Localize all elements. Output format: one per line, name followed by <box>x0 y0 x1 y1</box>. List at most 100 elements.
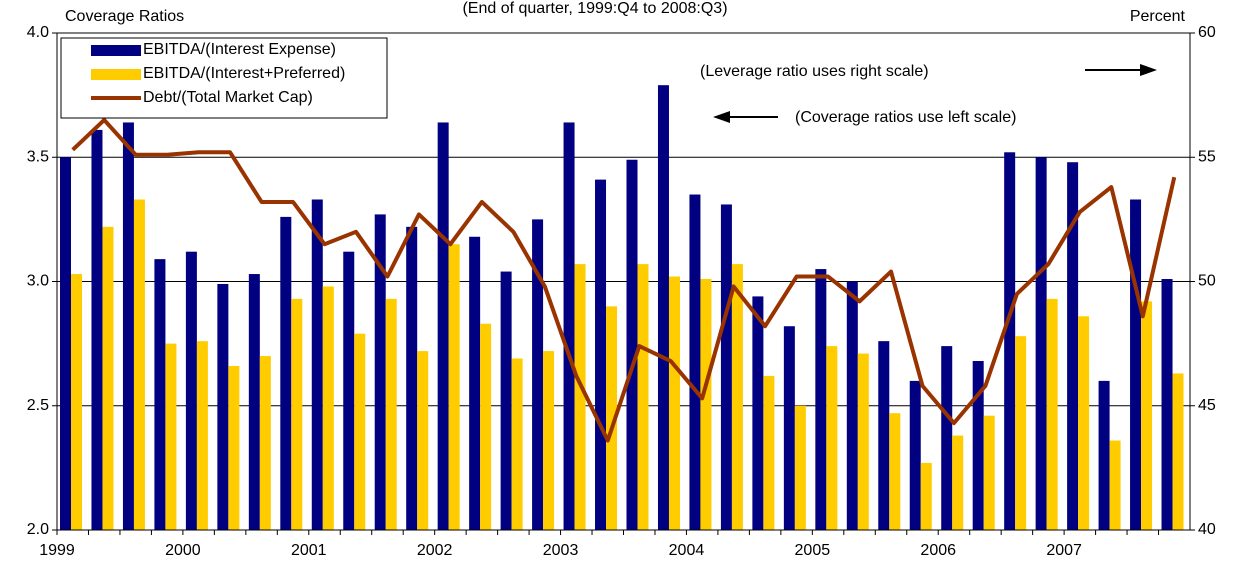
bar <box>259 356 271 530</box>
bar <box>1015 336 1027 530</box>
bar <box>941 346 953 530</box>
x-tick-label: 2002 <box>417 542 453 559</box>
chart-title: (End of quarter, 1999:Q4 to 2008:Q3) <box>462 0 727 17</box>
legend-swatch <box>91 69 141 80</box>
legend-label: EBITDA/(Interest+Preferred) <box>143 65 345 82</box>
bar <box>354 333 366 530</box>
legend-label: EBITDA/(Interest Expense) <box>143 41 336 58</box>
bar <box>133 199 145 530</box>
bar <box>60 157 71 530</box>
bar <box>920 462 932 530</box>
bar <box>1067 162 1079 530</box>
bar <box>71 274 82 530</box>
bar <box>783 326 795 530</box>
bar <box>91 129 103 531</box>
bar <box>637 264 649 530</box>
bar <box>700 279 712 530</box>
bar <box>878 341 890 530</box>
bar <box>889 413 901 530</box>
bar <box>196 341 208 530</box>
x-tick-label: 2007 <box>1046 542 1082 559</box>
line <box>71 117 1177 443</box>
bar <box>1130 199 1142 530</box>
bar <box>1078 316 1090 530</box>
x-tick-label: 2006 <box>920 542 956 559</box>
y-tick-label: 2.5 <box>27 397 49 414</box>
y2-tick-label: 60 <box>1198 24 1216 41</box>
y-tick-label: 4.0 <box>27 24 49 41</box>
bar <box>417 351 429 530</box>
bar <box>185 251 197 530</box>
x-tick-label: 2004 <box>669 542 705 559</box>
bar <box>720 204 732 530</box>
bar <box>385 298 397 530</box>
bar <box>563 122 575 531</box>
x-tick-label: 1999 <box>39 542 75 559</box>
bar <box>1172 373 1184 530</box>
y-tick-label: 3.0 <box>27 273 49 290</box>
annotation: (Coverage ratios use left scale) <box>795 109 1016 126</box>
bar <box>1035 157 1047 530</box>
x-tick-label: 2005 <box>795 542 831 559</box>
y2-tick-label: 45 <box>1198 397 1216 414</box>
bar <box>794 405 806 530</box>
legend-swatch <box>91 45 141 56</box>
bar <box>626 159 638 531</box>
bar <box>217 283 229 530</box>
bar <box>657 85 669 530</box>
y2-tick-label: 40 <box>1198 521 1216 538</box>
bar <box>469 236 481 530</box>
bar <box>154 259 166 530</box>
annotation: (Leverage ratio uses right scale) <box>700 63 929 80</box>
bar <box>480 323 492 530</box>
bar <box>1141 301 1153 530</box>
bar <box>972 361 984 530</box>
x-tick-label: 2003 <box>543 542 579 559</box>
bar <box>280 216 292 530</box>
bar <box>1004 152 1016 530</box>
y-tick-label: 3.5 <box>27 148 49 165</box>
y2-tick-label: 55 <box>1198 148 1216 165</box>
bar <box>857 353 869 530</box>
bar <box>983 415 995 530</box>
bar <box>228 365 240 530</box>
bar <box>374 214 386 530</box>
x-tick-label: 2000 <box>165 542 201 559</box>
bar <box>689 194 701 530</box>
bar <box>343 251 355 530</box>
bar <box>731 264 743 530</box>
bar <box>511 358 523 530</box>
bar <box>122 122 134 531</box>
bar <box>291 298 303 530</box>
bar <box>102 226 114 530</box>
bar <box>909 380 921 530</box>
bar <box>543 351 555 530</box>
bar <box>248 274 260 530</box>
bar <box>406 226 418 530</box>
bar <box>448 244 460 530</box>
bar <box>311 199 323 530</box>
bar <box>1109 440 1121 530</box>
y-axis-label: Coverage Ratios <box>65 8 184 25</box>
bar <box>668 276 680 530</box>
bar <box>437 122 449 531</box>
y2-axis-label: Percent <box>1130 8 1186 25</box>
bar <box>952 435 964 530</box>
y-tick-label: 2.0 <box>27 521 49 538</box>
bar <box>752 296 764 530</box>
bar <box>606 306 618 530</box>
y2-tick-label: 50 <box>1198 273 1216 290</box>
bar <box>815 269 827 530</box>
bar <box>1161 279 1173 530</box>
bar <box>826 346 838 530</box>
legend-label: Debt/(Total Market Cap) <box>143 89 313 106</box>
bar <box>500 271 512 530</box>
x-tick-label: 2001 <box>291 542 327 559</box>
bar <box>763 375 775 530</box>
bar <box>846 281 858 530</box>
bar <box>1098 380 1110 530</box>
arrow-head <box>1140 64 1157 76</box>
bar <box>532 219 544 530</box>
arrow-head <box>713 111 730 123</box>
